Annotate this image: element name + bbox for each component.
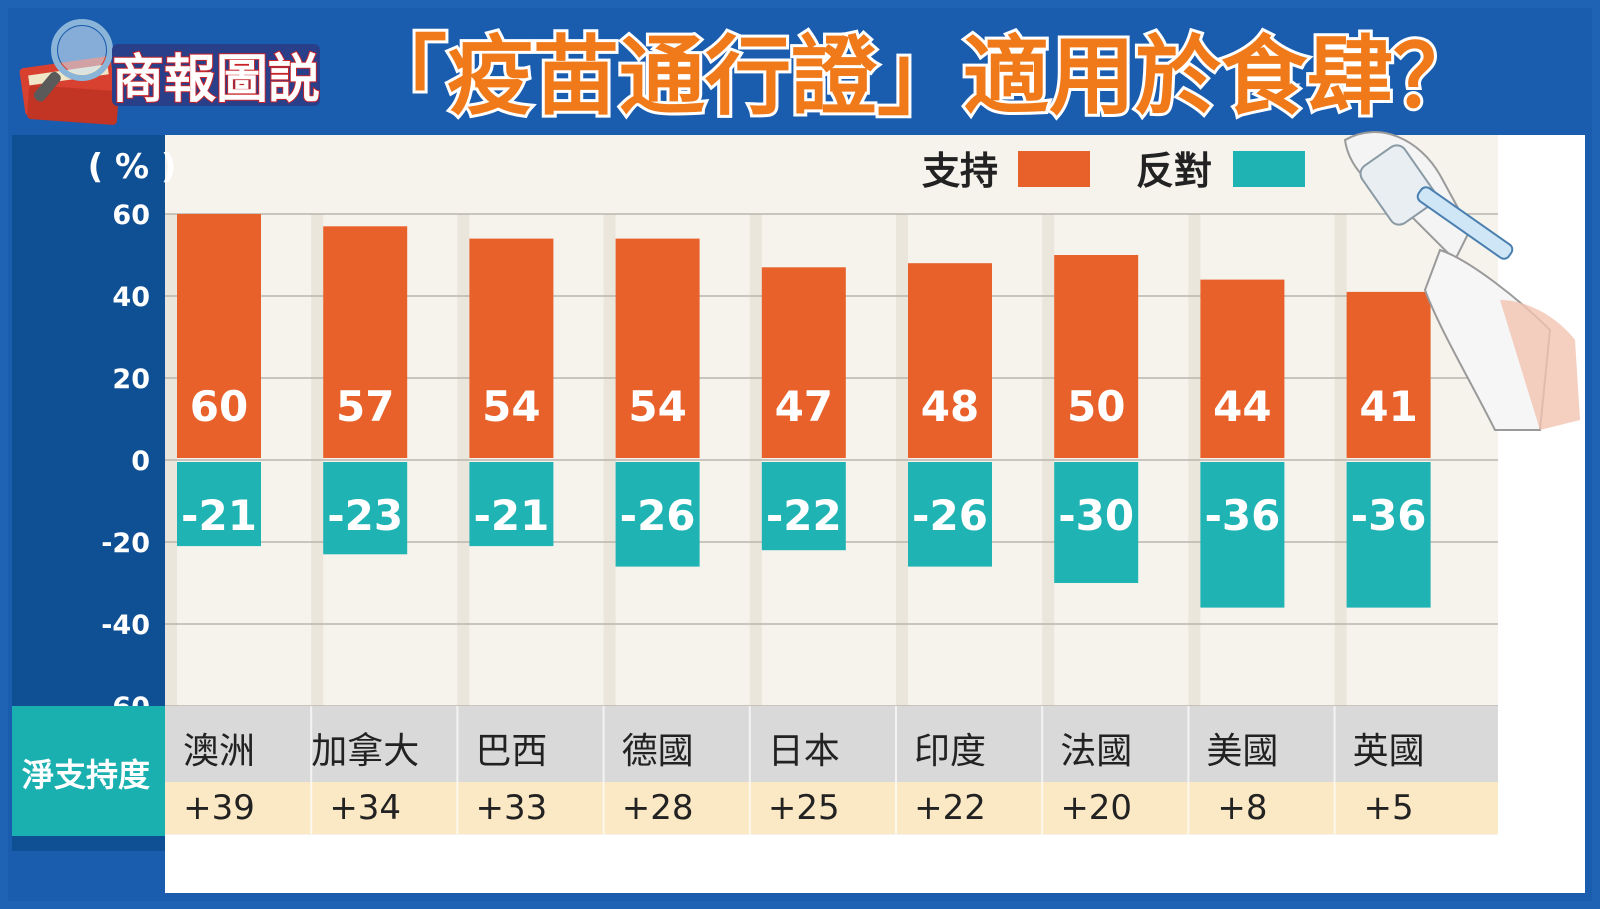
oppose-bar (1200, 462, 1285, 608)
net-support-value: +5 (1364, 788, 1414, 828)
support-value-label: 41 (1359, 382, 1417, 431)
country-row (165, 706, 1498, 782)
y-tick-label: 40 (112, 282, 150, 313)
net-support-label-box (12, 706, 165, 836)
page-title: 「疫苗通行證」適用於食肆？ (361, 27, 1479, 127)
y-axis-unit: ( % ) (88, 147, 177, 187)
support-bar (615, 238, 700, 458)
y-tick-label: 0 (131, 446, 150, 477)
country-label: 日本 (768, 731, 840, 772)
book-magnifier-icon (19, 19, 119, 125)
country-label: 美國 (1206, 731, 1278, 772)
bars: 60 -21 57 -23 54 -21 54 -26 47 -22 48 -26 50 -30 44 -36… (177, 214, 1431, 608)
support-bar (908, 263, 992, 458)
header: 商報圖説 「疫苗通行證」適用於食肆？ (19, 19, 1482, 130)
oppose-value-label: -26 (620, 491, 696, 540)
country-label: 澳洲 (183, 731, 255, 772)
y-tick-label: -40 (101, 610, 150, 641)
oppose-bar (761, 462, 846, 551)
support-bar (1346, 291, 1431, 458)
net-support-value: +39 (183, 788, 255, 828)
support-value-label: 54 (628, 382, 686, 431)
oppose-value-label: -23 (327, 491, 403, 540)
y-tick-label: -20 (101, 528, 150, 559)
gloved-hand-shape (1423, 248, 1552, 431)
legend: 支持 反對 (922, 149, 1305, 193)
net-support-value: +20 (1060, 788, 1132, 828)
oppose-value-label: -22 (766, 491, 842, 540)
oppose-value-label: -26 (912, 491, 988, 540)
country-label: 英國 (1353, 731, 1425, 772)
support-bar (469, 238, 554, 458)
support-value-label: 47 (775, 382, 833, 431)
support-value-label: 60 (190, 382, 248, 431)
oppose-bar (469, 462, 554, 547)
logo-badge: 商報圖説 (111, 44, 321, 111)
syringe-illustration (1343, 131, 1580, 431)
net-support-row (165, 782, 1498, 834)
support-bar (1054, 255, 1139, 458)
support-value-label: 48 (921, 382, 979, 431)
oppose-bar (908, 462, 992, 567)
oppose-bar (615, 462, 700, 567)
country-label: 巴西 (475, 731, 547, 772)
oppose-bar (323, 462, 408, 555)
oppose-bar (177, 462, 261, 547)
net-support-label: 淨支持度 (22, 756, 150, 794)
support-value-label: 50 (1067, 382, 1125, 431)
oppose-value-label: -36 (1204, 491, 1280, 540)
net-support-value: +34 (329, 788, 401, 828)
syringe-icon (1416, 186, 1514, 260)
vial-icon (1359, 144, 1437, 226)
support-value-label: 44 (1213, 382, 1271, 431)
oppose-value-label: -21 (473, 491, 549, 540)
country-label: 德國 (622, 731, 694, 772)
net-support-value: +28 (622, 788, 694, 828)
net-support-value: +25 (768, 788, 840, 828)
oppose-bar (1346, 462, 1431, 608)
legend-label-oppose: 反對 (1136, 149, 1212, 193)
oppose-value-label: -36 (1351, 491, 1427, 540)
net-support-value: +22 (914, 788, 986, 828)
oppose-value-label: -30 (1058, 491, 1134, 540)
support-bar (323, 226, 408, 458)
oppose-bar (1054, 462, 1139, 583)
y-tick-label: 60 (112, 200, 150, 231)
legend-swatch-support (1018, 151, 1090, 187)
oppose-value-label: -21 (181, 491, 257, 540)
legend-label-support: 支持 (922, 149, 998, 193)
wrist-shape (1500, 300, 1580, 430)
support-bar (1200, 279, 1285, 458)
logo-text: 商報圖説 (112, 50, 320, 110)
y-tick-label: 20 (112, 364, 150, 395)
support-bar (761, 267, 846, 458)
support-bar (177, 214, 261, 458)
support-value-label: 54 (482, 382, 540, 431)
country-label: 加拿大 (311, 731, 419, 772)
country-label: 印度 (914, 731, 986, 772)
net-support-value: +33 (476, 788, 548, 828)
net-support-value: +8 (1217, 788, 1267, 828)
country-label: 法國 (1060, 731, 1132, 772)
legend-swatch-oppose (1233, 151, 1305, 187)
support-value-label: 57 (336, 382, 394, 431)
